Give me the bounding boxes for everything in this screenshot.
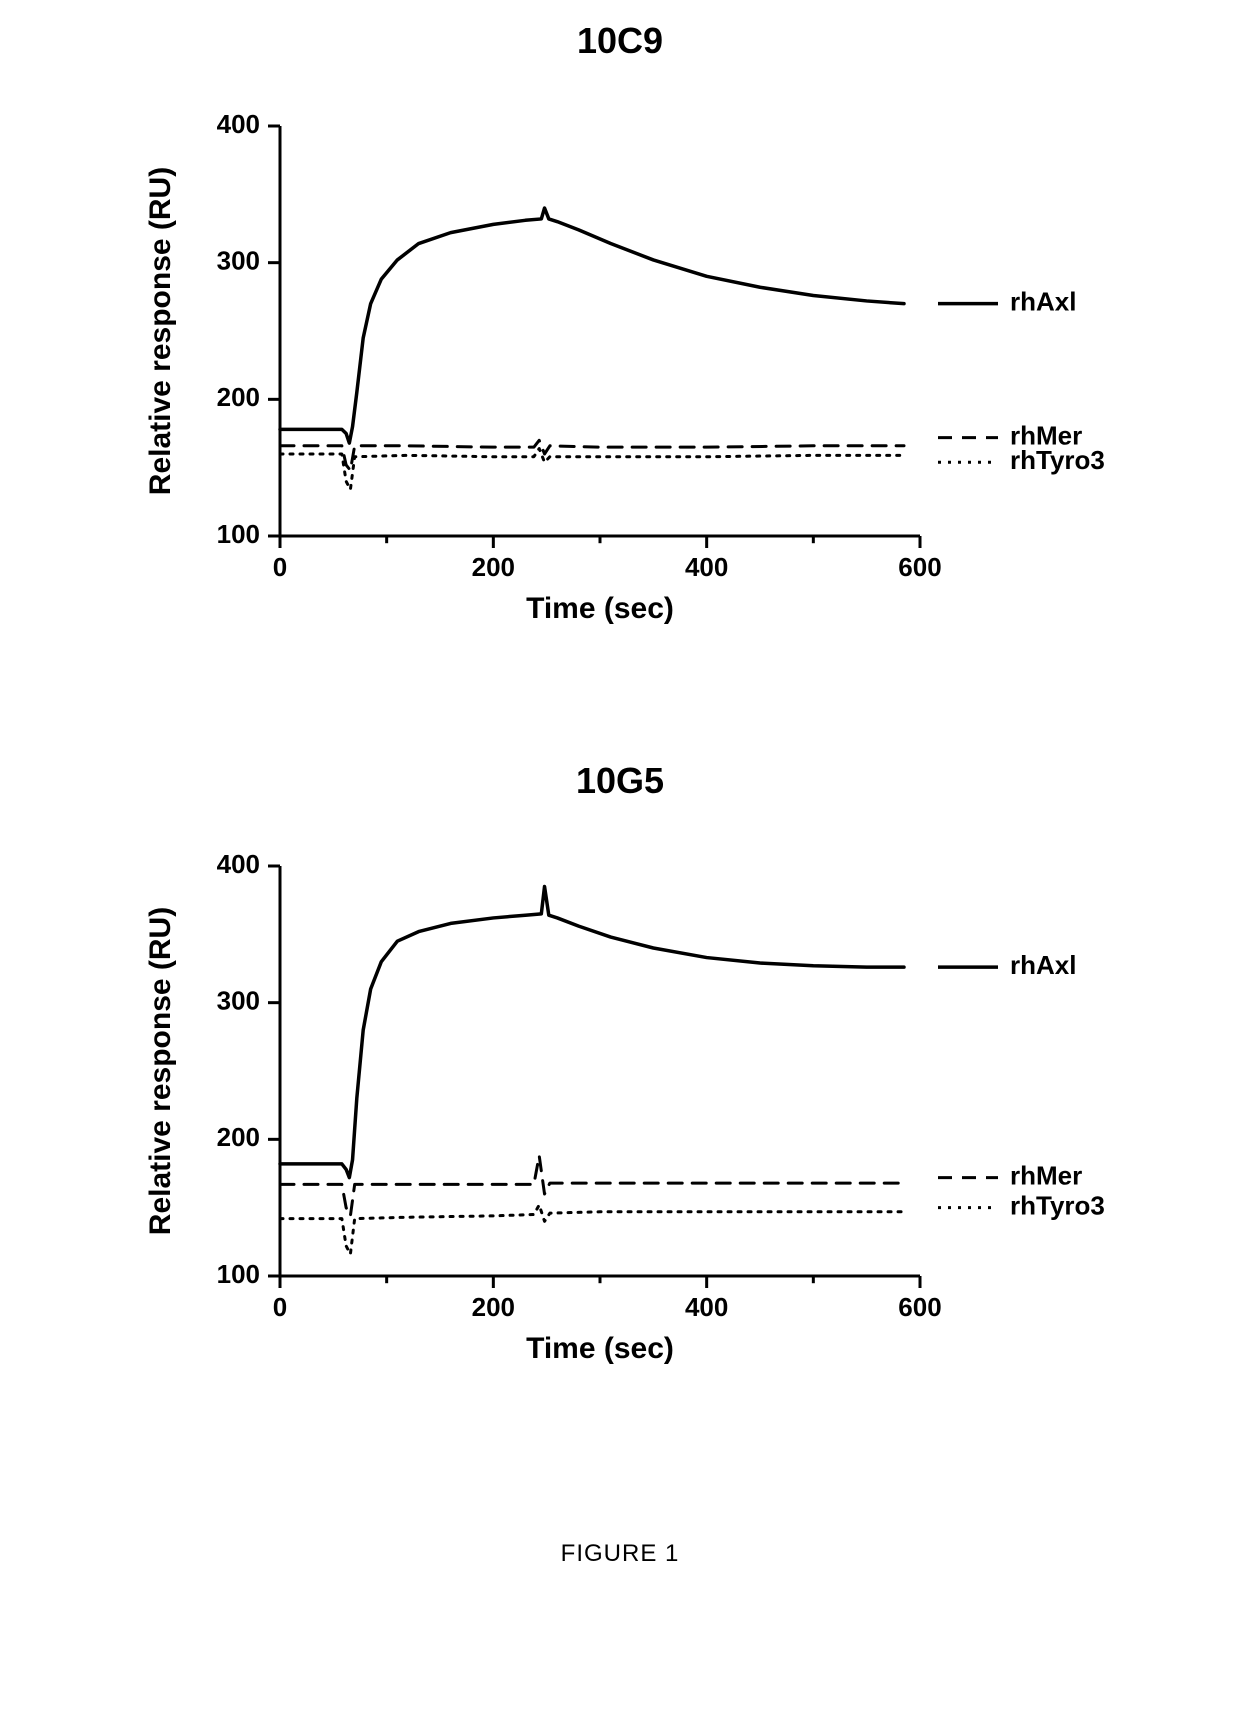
svg-text:Time (sec): Time (sec) bbox=[526, 1332, 674, 1365]
chart-10g5: 100 200 300 400 0 200 400 600 Time (sec) Relative… bbox=[80, 806, 1160, 1406]
svg-text:Relative response (RU): Relative response (RU) bbox=[144, 167, 177, 495]
svg-text:200: 200 bbox=[217, 382, 260, 412]
legend-label-rhTyro3: rhTyro3 bbox=[1010, 445, 1105, 475]
svg-text:400: 400 bbox=[217, 849, 260, 879]
panel-10g5: 10G5 100 200 300 400 0 200 400 600 Time (sec) Rel… bbox=[80, 760, 1160, 1406]
svg-text:400: 400 bbox=[217, 109, 260, 139]
svg-text:200: 200 bbox=[472, 552, 515, 582]
svg-text:0: 0 bbox=[273, 1292, 287, 1322]
figure-page: 10C9 100 200 300 400 0 200 400 600 Time (sec) Rel… bbox=[0, 0, 1240, 1709]
svg-text:200: 200 bbox=[217, 1122, 260, 1152]
svg-text:600: 600 bbox=[898, 552, 941, 582]
panel-10c9: 10C9 100 200 300 400 0 200 400 600 Time (sec) Rel… bbox=[80, 20, 1160, 666]
svg-text:400: 400 bbox=[685, 552, 728, 582]
svg-text:0: 0 bbox=[273, 552, 287, 582]
svg-text:400: 400 bbox=[685, 1292, 728, 1322]
svg-text:300: 300 bbox=[217, 986, 260, 1016]
svg-text:Time (sec): Time (sec) bbox=[526, 592, 674, 625]
panel-title-10c9: 10C9 bbox=[80, 20, 1160, 62]
legend-label-rhMer: rhMer bbox=[1010, 1160, 1082, 1190]
svg-text:600: 600 bbox=[898, 1292, 941, 1322]
chart-10c9: 100 200 300 400 0 200 400 600 Time (sec) Relative… bbox=[80, 66, 1160, 666]
svg-text:100: 100 bbox=[217, 1259, 260, 1289]
svg-text:100: 100 bbox=[217, 519, 260, 549]
svg-text:Relative response (RU): Relative response (RU) bbox=[144, 907, 177, 1235]
figure-caption: FIGURE 1 bbox=[0, 1540, 1240, 1568]
legend-label-rhAxl: rhAxl bbox=[1010, 287, 1076, 317]
legend-label-rhAxl: rhAxl bbox=[1010, 950, 1076, 980]
svg-text:200: 200 bbox=[472, 1292, 515, 1322]
panel-title-10g5: 10G5 bbox=[80, 760, 1160, 802]
legend-label-rhTyro3: rhTyro3 bbox=[1010, 1191, 1105, 1221]
svg-text:300: 300 bbox=[217, 246, 260, 276]
